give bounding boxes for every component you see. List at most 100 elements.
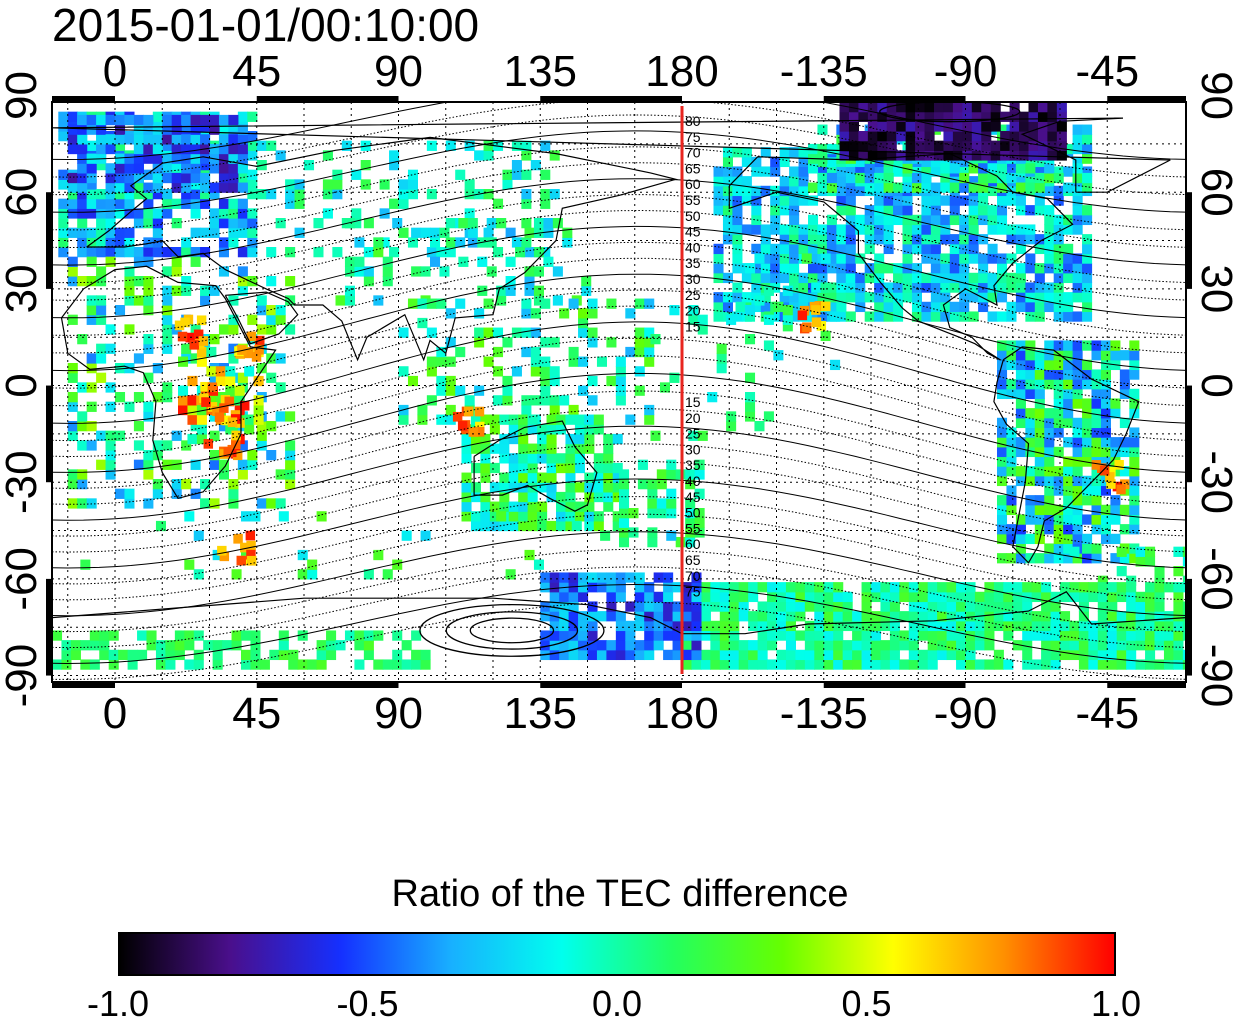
tec-patch: [700, 601, 711, 612]
tec-patch: [930, 272, 941, 284]
tec-patch: [470, 491, 481, 503]
tec-patch: [1003, 630, 1014, 641]
tec-patch: [644, 640, 655, 651]
tec-patch: [962, 111, 973, 122]
frame-bar: [46, 192, 51, 289]
tec-patch: [241, 649, 252, 661]
tec-patch: [417, 298, 428, 309]
tec-patch: [559, 640, 570, 651]
tec-patch: [77, 411, 88, 422]
tec-patch: [965, 591, 976, 603]
tec-patch: [1015, 446, 1026, 458]
tec-patch: [770, 311, 781, 322]
contour-label: 60: [685, 536, 701, 552]
tec-patch: [1053, 466, 1064, 477]
tec-patch: [757, 582, 768, 593]
tec-patch: [508, 472, 519, 483]
tec-patch: [1126, 582, 1137, 593]
tec-patch: [568, 572, 579, 583]
tec-patch: [921, 224, 932, 235]
tec-patch: [1116, 546, 1127, 557]
tec-patch: [808, 182, 819, 193]
tec-patch: [1060, 591, 1071, 603]
tec-patch: [971, 131, 982, 142]
tec-patch: [133, 421, 144, 432]
tec-patch: [1006, 379, 1017, 390]
tec-patch: [1082, 282, 1093, 293]
tec-patch: [436, 385, 447, 396]
tec-patch: [899, 591, 910, 603]
tec-patch: [757, 659, 768, 670]
tec-patch: [1044, 224, 1055, 235]
tec-patch: [67, 430, 78, 441]
tec-patch: [77, 198, 88, 209]
tec-patch: [883, 243, 894, 255]
tec-patch: [508, 482, 519, 493]
tec-patch: [1015, 369, 1026, 380]
contour-label: 70: [685, 145, 701, 161]
tec-patch: [619, 508, 630, 519]
tec-patch: [77, 134, 88, 145]
tec-patch: [984, 601, 995, 612]
tec-patch: [751, 166, 762, 177]
tec-patch: [1006, 504, 1017, 516]
tec-patch: [1034, 379, 1045, 390]
tec-patch: [877, 102, 888, 113]
tec-patch: [275, 411, 286, 422]
tec-patch: [1088, 630, 1099, 641]
tec-patch: [1119, 350, 1130, 361]
tec-patch: [858, 131, 869, 142]
tec-patch: [722, 166, 733, 177]
tec-patch: [1072, 456, 1083, 467]
tec-patch: [1060, 649, 1071, 661]
tec-patch: [266, 140, 277, 151]
tec-patch: [659, 382, 670, 393]
tec-patch: [1182, 582, 1186, 593]
tec-patch: [171, 459, 182, 470]
tec-patch: [193, 649, 204, 661]
tec-patch: [978, 253, 989, 264]
tec-patch: [1006, 195, 1017, 206]
tec-patch: [1182, 546, 1186, 557]
tec-patch: [1003, 620, 1014, 632]
tec-patch: [893, 156, 904, 168]
tec-patch: [968, 253, 979, 264]
tec-patch: [997, 417, 1008, 429]
tec-patch: [527, 453, 538, 464]
tec-patch: [974, 620, 985, 632]
tec-patch: [1037, 111, 1048, 122]
tec-patch: [1120, 479, 1130, 490]
tec-patch: [1126, 611, 1137, 622]
tec-patch: [1053, 485, 1064, 496]
top-lon-tick-label: -45: [1075, 47, 1139, 96]
tec-patch: [816, 321, 827, 331]
tec-patch: [1072, 134, 1083, 145]
tec-patch: [902, 263, 913, 274]
tec-patch: [124, 247, 135, 258]
tec-patch: [952, 111, 963, 122]
tec-patch: [1037, 150, 1048, 161]
tec-patch: [549, 601, 560, 612]
tec-patch: [549, 640, 560, 651]
tec-patch: [619, 537, 630, 548]
tec-patch: [732, 195, 743, 206]
tec-patch: [1015, 379, 1026, 390]
tec-patch: [1091, 417, 1102, 429]
tec-patch: [726, 411, 737, 422]
tec-patch: [1041, 640, 1052, 651]
tec-patch: [436, 356, 447, 367]
tec-patch: [152, 153, 163, 164]
tec-patch: [245, 530, 256, 541]
tec-patch: [874, 205, 885, 216]
tec-patch: [1173, 620, 1184, 632]
tec-patch: [634, 366, 645, 377]
tec-patch: [1100, 388, 1111, 400]
tec-patch: [398, 366, 409, 377]
tec-patch: [603, 472, 614, 483]
tec-patch: [978, 195, 989, 206]
tec-patch: [959, 263, 970, 274]
magnetic-contour: [445, 611, 579, 650]
tec-patch: [798, 243, 809, 255]
tec-patch: [1091, 504, 1102, 516]
tec-patch: [974, 601, 985, 612]
